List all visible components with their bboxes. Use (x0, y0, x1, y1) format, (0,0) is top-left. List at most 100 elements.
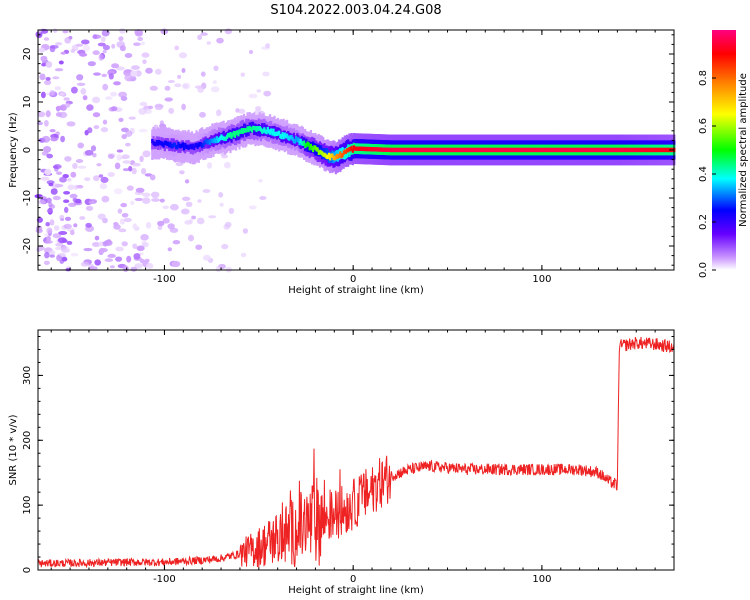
heatmap-cell (109, 265, 115, 269)
heatmap-cell (154, 103, 164, 111)
heatmap-cell (241, 129, 244, 134)
heatmap-cell (159, 198, 165, 203)
heatmap-cell (438, 147, 441, 153)
heatmap-cell (238, 129, 241, 134)
heatmap-cell (552, 147, 555, 153)
heatmap-cell (40, 55, 48, 62)
heatmap-cell (272, 128, 275, 133)
heatmap-cell (108, 154, 115, 159)
heatmap-cell (218, 192, 224, 198)
heatmap-cell (35, 228, 43, 234)
heatmap-cell (88, 266, 98, 271)
heatmap-cell (181, 103, 187, 111)
heatmap-cell (119, 45, 126, 52)
heatmap-cell (214, 133, 217, 145)
colorbar-label: Normalized spectral amplitude (738, 73, 749, 227)
heatmap-cell (49, 219, 55, 226)
heatmap-cell (37, 111, 46, 118)
heatmap-cell (102, 83, 109, 91)
heatmap-cell (196, 144, 199, 149)
heatmap-cell (50, 188, 58, 195)
heatmap-cell (167, 80, 175, 83)
heatmap-cell (135, 187, 145, 193)
heatmap-cell (197, 34, 203, 40)
heatmap-cell (336, 154, 340, 159)
heatmap-cell (567, 147, 571, 153)
heatmap-cell (168, 143, 171, 148)
heatmap-cell (353, 146, 357, 151)
heatmap-cell (202, 137, 205, 149)
heatmap-cell (164, 85, 171, 91)
heatmap-cell (214, 139, 217, 144)
heatmap-cell (77, 142, 84, 149)
heatmap-cell (186, 144, 189, 149)
heatmap-cell (82, 95, 88, 101)
heatmap-cell (385, 147, 388, 152)
heatmap-cell (67, 184, 75, 190)
heatmap-cell (430, 147, 434, 153)
heatmap-cell (151, 139, 154, 144)
heatmap-cell (265, 130, 268, 135)
heatmap-cell (526, 147, 529, 153)
heatmap-cell (98, 241, 103, 247)
heatmap-cell (45, 61, 53, 68)
heatmap-cell (41, 62, 47, 67)
heatmap-cell (532, 147, 535, 153)
heatmap-cell (256, 126, 259, 131)
y-tick-label: -20 (22, 238, 33, 254)
heatmap-cell (235, 130, 238, 136)
heatmap-cell (77, 165, 87, 169)
heatmap-cell (333, 156, 336, 161)
heatmap-cell (76, 82, 86, 87)
heatmap-cell (539, 147, 542, 153)
heatmap-cell (99, 247, 105, 254)
heatmap-cell (378, 147, 381, 152)
heatmap-cell (96, 163, 102, 167)
heatmap-cell (94, 235, 100, 241)
heatmap-cell (249, 50, 253, 54)
heatmap-cell (661, 147, 665, 153)
heatmap-cell (64, 216, 72, 221)
heatmap-cell (118, 228, 127, 233)
heatmap-cell (155, 68, 162, 75)
heatmap-cell (360, 146, 363, 151)
heatmap-cell (67, 177, 72, 182)
heatmap-cell (240, 252, 247, 258)
heatmap-cell (151, 191, 160, 198)
heatmap-cell (318, 149, 321, 154)
heatmap-cell (543, 147, 546, 153)
heatmap-cell (536, 147, 539, 153)
heatmap-cell (191, 215, 197, 220)
heatmap-cell (79, 216, 86, 220)
heatmap-cell (145, 262, 154, 269)
heatmap-cell (102, 119, 108, 125)
heatmap-cell (407, 147, 410, 153)
heatmap-cell (48, 204, 56, 210)
colorbar-tick-label: 0.4 (698, 166, 709, 182)
heatmap-cell (193, 145, 196, 151)
heatmap-cell (646, 147, 649, 153)
heatmap-cell (574, 147, 577, 153)
heatmap-cell (305, 143, 308, 148)
heatmap-cell (141, 168, 147, 175)
colorbar-tick-label: 0.0 (698, 262, 709, 278)
heatmap-cell (43, 260, 50, 265)
heatmap-cell (93, 72, 101, 76)
heatmap-cell (295, 136, 298, 141)
heatmap-cell (145, 67, 153, 74)
heatmap-cell (92, 153, 97, 158)
heatmap-cell (174, 45, 179, 51)
heatmap-cell (163, 140, 166, 145)
snr-ticks: -100 0 100 0 100 200 300 (22, 330, 675, 585)
heatmap-cell (145, 221, 152, 229)
heatmap-cell (121, 213, 129, 218)
heatmap-cell (466, 147, 469, 153)
colorbar: 0.0 0.2 0.4 0.6 0.8 Normalized spectral ampl… (698, 30, 749, 278)
heatmap-cell (263, 127, 266, 132)
heatmap-cell (142, 59, 147, 64)
heatmap-cell (46, 208, 53, 213)
heatmap-cell (98, 174, 104, 178)
heatmap-cell (221, 135, 224, 140)
heatmap-cell (513, 147, 516, 153)
heatmap-cell (507, 147, 511, 153)
